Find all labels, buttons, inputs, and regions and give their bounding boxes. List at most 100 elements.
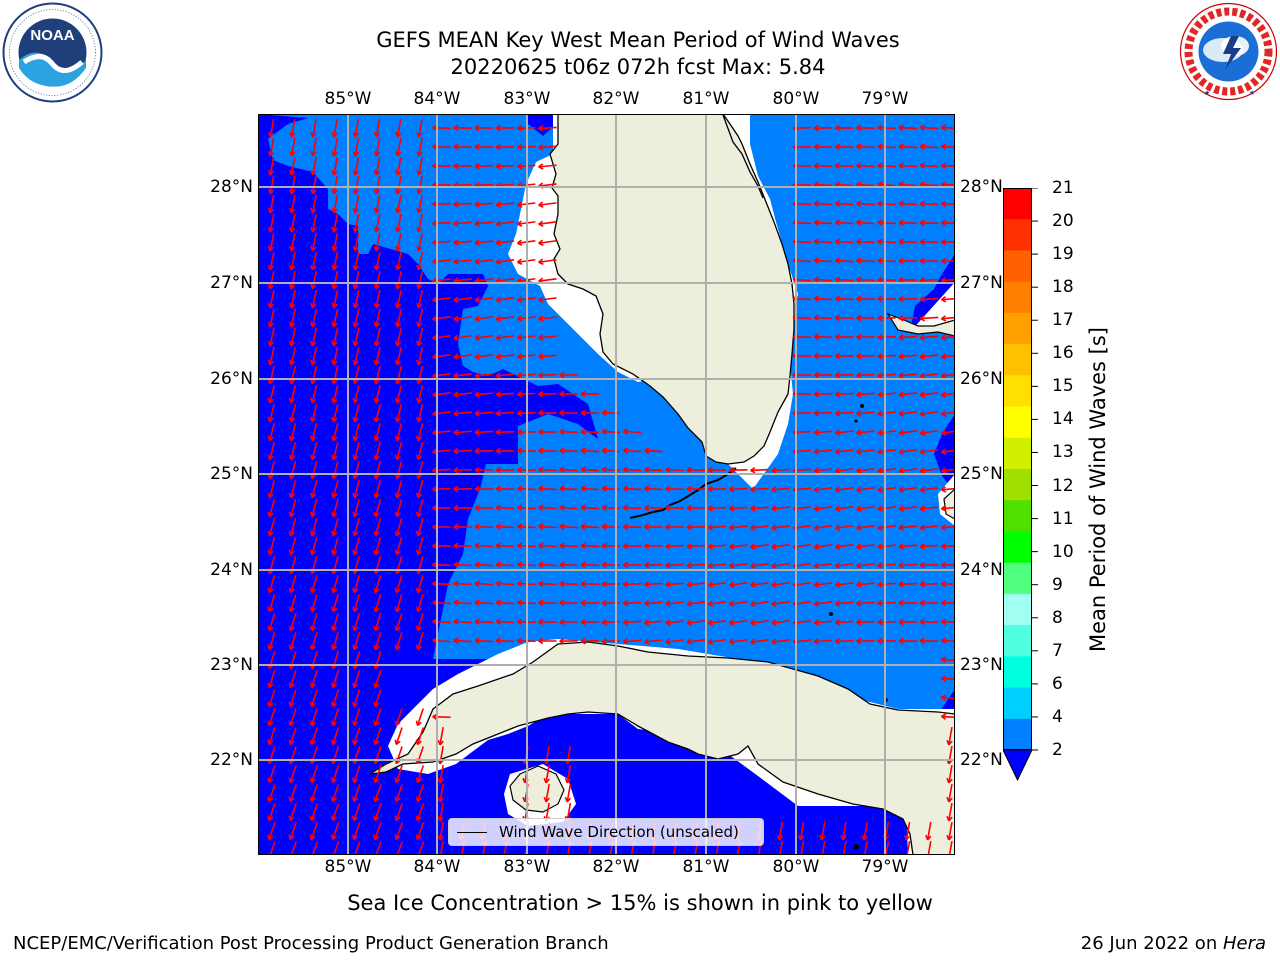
wave-arrow [898,335,918,339]
wave-arrow [580,544,600,548]
wave-arrow [898,525,918,529]
wave-arrow [538,487,557,491]
wave-arrow [750,487,769,491]
wave-arrow [898,544,918,548]
wave-arrow-head [898,505,904,512]
wave-arrow [453,259,472,263]
wave-arrow-head [538,504,544,511]
wave-arrow-head [495,258,502,265]
wave-arrow [453,468,472,472]
wave-arrow [290,252,296,270]
wave-arrow-head [331,207,338,214]
wave-arrow [416,632,424,650]
wave-arrow-head [665,638,671,645]
wave-arrow-head [940,257,947,265]
wave-arrow-head [538,428,544,436]
wave-arrow [906,840,911,855]
wave-arrow-head [352,777,359,784]
wave-arrow [877,563,896,567]
wave-arrow-head [416,226,423,233]
wave-arrow [856,486,875,492]
date-text: 26 Jun 2022 on [1080,933,1223,954]
wave-arrow [432,240,451,244]
wave-arrow-head [309,720,316,727]
wave-arrow [374,765,382,783]
wave-arrow [289,689,297,707]
wave-arrow [268,575,276,593]
wave-arrow-head [373,549,380,556]
wave-arrow-head [707,600,714,607]
wave-arrow-head [919,372,926,379]
wave-arrow [332,290,339,308]
wave-arrow-head [898,200,904,207]
wave-arrow [375,328,381,346]
wave-arrow-head [903,834,911,841]
wave-arrow [269,195,275,213]
wave-arrow-head [665,523,671,531]
wave-arrow-head [394,815,401,822]
wave-arrow [453,620,472,624]
wave-arrow [353,613,361,631]
wave-arrow-head [601,485,608,492]
wave-arrow [417,613,424,631]
wave-arrow [332,366,339,384]
wave-arrow-head [309,739,316,746]
wave-arrow [290,233,296,251]
wave-arrow [268,803,276,821]
wave-arrow [559,506,578,510]
wave-arrow-head [919,637,925,645]
wave-arrow-head [310,359,317,366]
wave-arrow-head [834,333,841,341]
wave-arrow [474,259,494,263]
wave-arrow [948,802,953,822]
wave-arrow [332,233,339,251]
wave-arrow-head [834,524,841,531]
colorbar-tick-label: 18 [1052,277,1074,298]
wave-arrow-head [331,587,338,594]
wave-arrow-head [415,796,422,803]
wave-arrow-head [516,201,523,208]
wave-arrow-head [309,492,317,499]
wave-arrow-head [288,283,296,290]
wave-arrow-head [707,581,714,588]
wave-arrow [439,821,444,841]
wave-arrow-head [309,511,317,518]
wave-arrow-head [622,523,629,531]
wave-arrow [559,563,578,567]
wave-arrow-head [580,428,586,436]
wave-arrow [814,468,833,472]
wave-arrow [332,708,340,726]
wave-arrow [395,822,403,840]
wave-arrow [374,442,382,460]
wave-arrow-head [877,295,883,303]
wave-arrow [289,537,297,555]
wave-arrow [856,221,875,225]
wave-arrow-head [538,466,544,474]
wave-arrow [941,545,955,548]
wave-arrow-head [352,796,359,803]
wave-arrow-head [813,467,820,474]
wave-arrow [496,240,515,244]
wave-arrow-head [474,372,480,379]
wave-arrow [310,708,318,726]
wave-arrow [432,334,451,340]
wave-arrow-head [267,207,275,214]
wave-arrow [311,328,318,346]
wave-arrow [835,316,854,320]
wave-arrow-head [940,675,947,682]
wave-arrow-head [453,143,459,151]
wave-arrow [941,164,955,168]
wave-arrow [941,411,955,416]
wave-arrow [289,670,297,688]
wave-arrow-head [394,283,402,290]
wave-arrow [644,468,663,472]
wave-arrow-head [834,486,841,493]
wave-arrow-head [495,239,502,246]
wave-arrow-head [877,486,883,493]
wave-arrow [920,183,939,187]
wave-arrow [311,518,318,536]
wave-arrow [375,347,381,365]
wave-arrow-head [538,561,544,568]
wave-arrow-head [394,834,401,841]
wave-arrow-head [288,397,296,404]
